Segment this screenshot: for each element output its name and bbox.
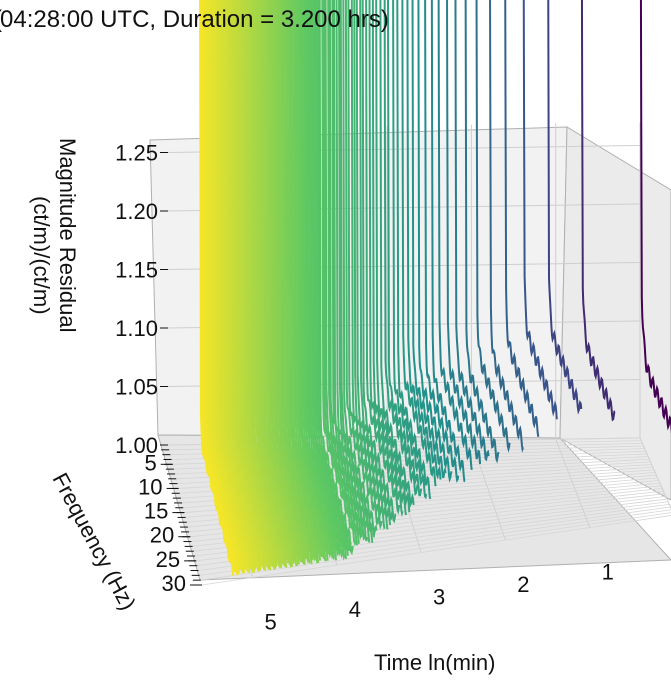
series-line — [639, 0, 671, 434]
series-line — [321, 0, 357, 547]
series-line — [417, 0, 453, 483]
y-gridline-floor — [200, 512, 671, 581]
z-tick-label: 1.05 — [115, 375, 158, 400]
series-line — [406, 0, 442, 480]
series-line — [580, 0, 616, 422]
axes: 1.001.051.101.151.201.255432105101520253… — [115, 141, 614, 635]
series-line — [475, 0, 511, 453]
y-tick-label: 15 — [144, 499, 168, 524]
chart-title-prefix: ( — [0, 6, 2, 33]
chart-title: 04:28:00 UTC, Duration = 3.200 hrs) — [0, 6, 389, 33]
series-line — [454, 0, 490, 462]
y-tick-label: 30 — [162, 571, 186, 596]
series-line — [371, 0, 407, 516]
back-pane-right — [559, 126, 671, 501]
y-tick-label: 5 — [144, 450, 156, 475]
series-line — [437, 0, 473, 471]
y-tick-label: 25 — [156, 547, 180, 572]
x-gridline-floor — [555, 439, 591, 528]
series-line — [401, 0, 437, 487]
z-tick-label: 1.20 — [115, 199, 158, 224]
series-line — [344, 0, 380, 525]
y-axis-label: Frequency (Hz) — [48, 469, 141, 615]
x-tick-label: 5 — [264, 610, 276, 635]
series-line — [396, 0, 432, 500]
x-tick-label: 4 — [349, 597, 361, 622]
series-line — [446, 0, 482, 465]
series-line — [199, 0, 235, 576]
x-gridline-floor — [639, 437, 671, 510]
z-tick-label: 1.10 — [115, 316, 158, 341]
x-tick-label: 1 — [602, 560, 614, 585]
z-tick-label: 1.00 — [115, 433, 158, 458]
z-tick-label: 1.25 — [115, 141, 158, 166]
y-tick-label: 20 — [150, 523, 174, 548]
x-axis-label: Time ln(min) — [374, 650, 495, 675]
series-line — [430, 0, 466, 482]
z-tick-label: 1.15 — [115, 258, 158, 283]
z-axis-label-line1: Magnitude Residual — [55, 138, 80, 332]
series-line — [392, 0, 428, 500]
series-line — [379, 0, 415, 508]
series-line — [365, 0, 401, 516]
y-tick-label: 10 — [138, 474, 162, 499]
series-line — [411, 0, 447, 479]
x-tick-label: 2 — [517, 572, 529, 597]
series-line — [464, 0, 500, 464]
series-line — [424, 0, 460, 484]
series-line — [359, 0, 395, 520]
series-line — [504, 0, 540, 437]
x-tick-label: 3 — [433, 585, 445, 610]
y-gridline-floor — [201, 515, 671, 586]
series-lines — [199, 0, 671, 576]
z-axis-label-line2: (ct/m)/(ct/m) — [29, 196, 54, 315]
series-line — [489, 0, 525, 453]
series-line — [547, 0, 583, 415]
series-line — [383, 0, 419, 497]
series-line — [522, 0, 558, 420]
